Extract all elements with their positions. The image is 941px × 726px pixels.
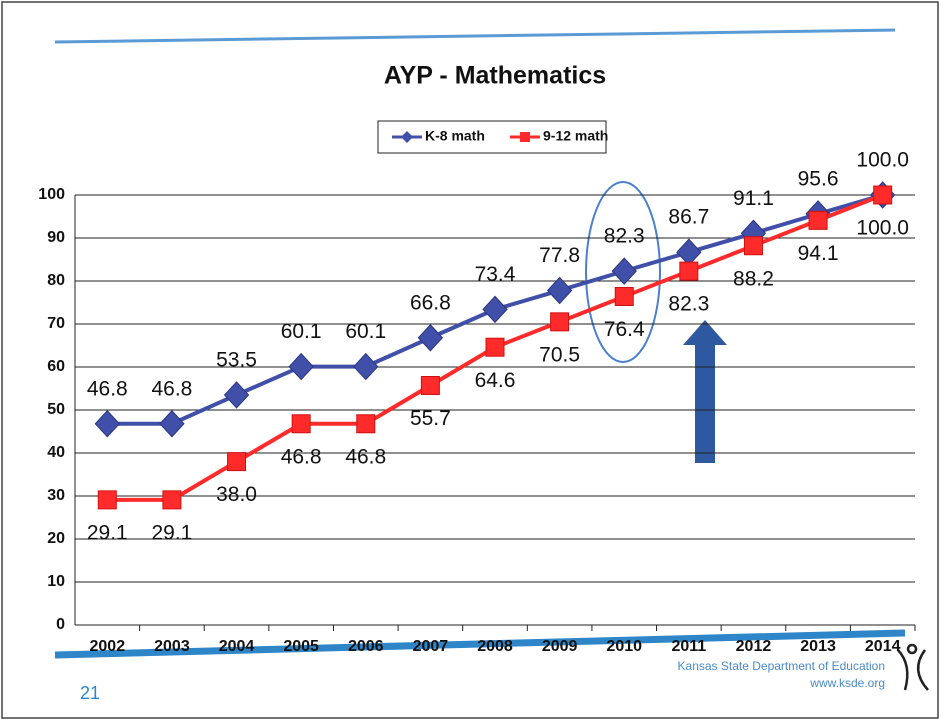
data-label: 60.1: [345, 320, 386, 343]
y-tick-label: 70: [47, 315, 65, 332]
data-point: [743, 236, 763, 256]
x-tick-label: 2012: [736, 638, 772, 655]
data-point: [162, 490, 182, 510]
data-label: 38.0: [216, 483, 257, 506]
legend-label: 9-12 math: [543, 128, 608, 144]
logo: [897, 643, 929, 691]
data-label: 73.4: [475, 263, 516, 286]
data-point: [223, 381, 250, 409]
data-point: [611, 257, 637, 285]
data-point: [873, 185, 893, 205]
legend-marker: [520, 132, 530, 142]
data-point: [420, 375, 440, 395]
footer-org: Kansas State Department of Education: [678, 659, 885, 673]
data-label: 82.3: [668, 293, 709, 316]
data-label: 66.8: [410, 291, 451, 314]
up-arrow: [683, 320, 727, 463]
x-tick-label: 2010: [606, 638, 642, 655]
legend-label: K-8 math: [425, 128, 485, 144]
y-tick-label: 100: [38, 186, 65, 203]
legend-marker: [401, 131, 413, 143]
y-tick-label: 80: [47, 272, 65, 289]
data-point: [159, 410, 185, 438]
data-label: 100.0: [856, 149, 909, 172]
data-label: 60.1: [281, 320, 322, 343]
data-point: [97, 490, 117, 510]
data-point: [679, 261, 699, 281]
y-tick-label: 30: [47, 487, 65, 504]
data-point: [417, 324, 444, 352]
y-tick-label: 20: [47, 530, 65, 547]
data-label: 77.8: [539, 244, 580, 267]
data-point: [482, 295, 508, 324]
data-label: 46.8: [345, 445, 386, 468]
x-tick-label: 2011: [671, 638, 706, 655]
top-rule: [54, 28, 896, 44]
data-label: 95.6: [798, 167, 839, 190]
y-tick-label: 0: [56, 616, 65, 633]
x-tick-label: 2003: [154, 638, 190, 655]
x-tick-label: 2008: [477, 638, 513, 655]
data-label: 64.6: [475, 369, 516, 392]
data-label: 46.8: [151, 377, 192, 400]
data-label: 29.1: [87, 521, 128, 544]
page-number: 21: [80, 683, 100, 703]
data-label: 46.8: [281, 445, 322, 468]
data-label: 55.7: [410, 407, 451, 430]
y-tick-label: 50: [47, 401, 65, 418]
data-point: [353, 352, 379, 381]
data-label: 100.0: [856, 217, 909, 240]
data-point: [94, 410, 120, 438]
data-point: [808, 210, 828, 230]
y-tick-label: 10: [47, 573, 65, 590]
y-tick-label: 60: [47, 358, 65, 375]
chart-title: AYP - Mathematics: [384, 62, 606, 90]
y-tick-label: 90: [47, 229, 65, 246]
data-point: [614, 286, 634, 306]
x-tick-label: 2009: [542, 638, 578, 655]
x-tick-label: 2007: [413, 638, 449, 655]
data-point: [485, 337, 505, 357]
x-tick-label: 2013: [800, 638, 836, 655]
data-label: 88.2: [733, 267, 774, 290]
data-point: [550, 312, 570, 332]
x-tick-label: 2004: [219, 638, 255, 655]
data-label: 91.1: [733, 187, 774, 210]
x-tick-label: 2005: [283, 638, 319, 655]
data-point: [356, 414, 376, 434]
data-point: [288, 352, 314, 381]
data-label: 82.3: [604, 225, 645, 248]
data-label: 46.8: [87, 377, 128, 400]
x-tick-label: 2006: [348, 638, 384, 655]
data-point: [546, 276, 573, 305]
data-label: 86.7: [668, 206, 709, 229]
data-point: [227, 452, 247, 472]
data-point: [291, 414, 311, 434]
data-label: 94.1: [798, 242, 839, 265]
data-label: 53.5: [216, 348, 257, 371]
x-tick-label: 2014: [865, 638, 901, 655]
data-label: 70.5: [539, 343, 580, 366]
bottom-rule: [54, 629, 906, 659]
footer-web: www.ksde.org: [809, 676, 885, 690]
highlight-oval: [585, 181, 661, 363]
x-tick-label: 2002: [90, 638, 126, 655]
y-tick-label: 40: [47, 444, 65, 461]
data-label: 29.1: [151, 521, 192, 544]
data-label: 76.4: [604, 318, 645, 341]
